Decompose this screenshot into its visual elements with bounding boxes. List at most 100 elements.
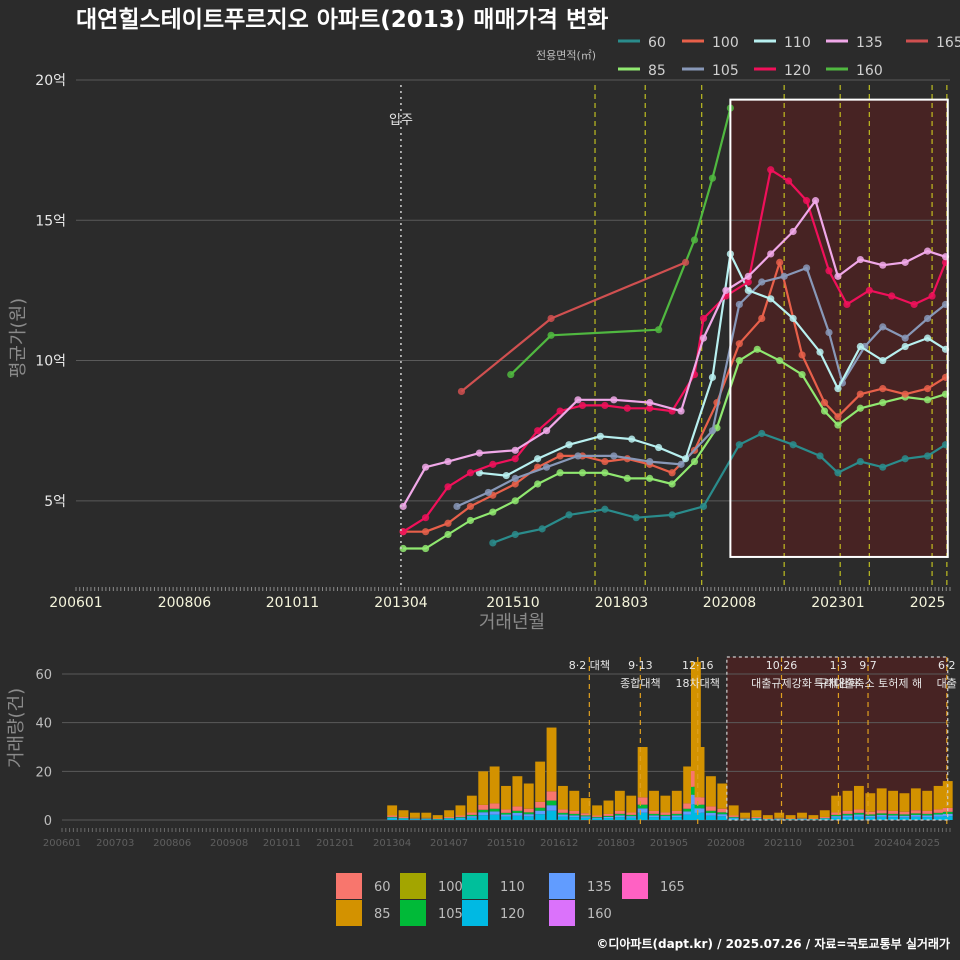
volume-shade-rect: [726, 657, 948, 820]
data-point-120: [744, 278, 752, 286]
volume-bar-120: [899, 817, 910, 820]
data-point-135: [543, 427, 551, 435]
volume-bar-135: [865, 815, 876, 818]
volume-x-tick: 202008: [707, 838, 745, 849]
volume-bar-85: [501, 785, 511, 810]
data-point-160: [547, 331, 555, 339]
data-point-100: [511, 480, 519, 488]
volume-bar-135: [512, 812, 523, 816]
data-point-135: [901, 258, 909, 266]
data-point-110: [879, 356, 887, 365]
volume-bar-120: [649, 817, 659, 820]
volume-bar-85: [637, 747, 648, 798]
policy-sublabel: 종합대책: [620, 677, 660, 690]
x-tick-label: 201803: [595, 595, 648, 611]
data-point-100: [901, 390, 909, 398]
data-point-100: [758, 314, 766, 323]
volume-bar-105: [557, 812, 568, 815]
data-point-120: [489, 460, 497, 468]
volume-bar-60: [876, 810, 887, 814]
series-line-60: [492, 432, 947, 544]
data-point-105: [484, 488, 492, 497]
legend-label-85: 85: [648, 63, 666, 79]
volume-y-axis-title: 거래량(건): [6, 688, 27, 768]
volume-bar-60: [546, 791, 557, 801]
legend-label-135: 135: [856, 35, 883, 51]
volume-bar-60: [592, 815, 603, 817]
policy-label: 6·2: [938, 659, 956, 672]
volume-bar-85: [762, 815, 773, 819]
volume-bar-105: [842, 813, 853, 816]
volume-bar-120: [580, 817, 591, 820]
volume-bar-120: [888, 817, 899, 820]
data-point-60: [565, 511, 573, 519]
bottom-legend-key-85: [336, 900, 362, 926]
x-tick-label: 202301: [811, 595, 864, 611]
volume-bar-60: [523, 808, 534, 813]
volume-bar-85: [557, 785, 568, 810]
volume-bar-60: [865, 811, 876, 815]
volume-bar-105: [910, 813, 921, 815]
volume-bar-85: [942, 781, 953, 808]
bottom-legend-key-60: [336, 873, 362, 899]
volume-bar-120: [933, 816, 944, 820]
volume-bar-135: [853, 814, 864, 817]
data-point-60: [489, 539, 497, 547]
data-point-135: [475, 449, 483, 457]
volume-bar-135: [649, 815, 659, 818]
data-point-105: [780, 272, 788, 280]
data-point-110: [744, 286, 752, 295]
data-point-165: [547, 314, 555, 323]
volume-bar-105: [478, 809, 489, 813]
legend-label-160: 160: [856, 63, 883, 79]
data-point-85: [556, 469, 564, 477]
volume-bar-85: [444, 810, 455, 817]
volume-bar-85: [592, 805, 603, 816]
bottom-legend-label-100: 100: [438, 880, 463, 895]
data-point-60: [511, 530, 519, 539]
volume-bar-85: [808, 815, 819, 819]
volume-bar-120: [489, 814, 500, 820]
data-point-105: [758, 278, 766, 286]
volume-bar-85: [694, 747, 705, 798]
volume-bar-135: [728, 817, 739, 819]
volume-bar-120: [569, 817, 580, 820]
volume-bar-120: [683, 814, 694, 820]
volume-bar-85: [614, 790, 625, 811]
x-tick-label: 201510: [486, 595, 539, 611]
highlight-box: [729, 98, 949, 558]
legend-label-120: 120: [784, 63, 811, 79]
volume-bar-60: [580, 813, 591, 816]
volume-bar-105: [865, 814, 876, 816]
data-point-135: [399, 502, 407, 511]
volume-x-tick: 2025: [915, 838, 940, 849]
volume-bar-60: [831, 812, 842, 815]
policy-label: 10·26: [766, 659, 798, 672]
volume-bar-85: [455, 805, 466, 816]
policy-label: 9·13: [628, 659, 653, 672]
volume-x-tick: 200908: [210, 838, 248, 849]
volume-bar-135: [466, 816, 477, 818]
policy-sublabel: 특례대출축소 토허제 해: [814, 676, 922, 690]
volume-bar-135: [557, 814, 568, 817]
data-point-110: [816, 348, 824, 356]
volume-bar-60: [398, 816, 409, 818]
volume-bar-135: [842, 815, 853, 818]
volume-bar-135: [876, 814, 887, 817]
x-tick-label: 2025: [910, 595, 946, 611]
volume-bar-85: [876, 788, 887, 811]
volume-bar-120: [694, 812, 705, 820]
volume-bar-120: [387, 818, 398, 820]
volume-bar-120: [942, 816, 953, 820]
data-point-60: [668, 511, 676, 519]
volume-bar-85: [740, 812, 751, 818]
data-point-135: [811, 197, 820, 205]
volume-bar-85: [774, 812, 785, 818]
volume-x-tick: 200806: [153, 838, 191, 849]
data-point-85: [578, 469, 587, 477]
volume-bar-85: [671, 790, 682, 811]
volume-bar-120: [398, 819, 409, 820]
data-point-165: [681, 258, 690, 266]
data-point-85: [601, 469, 609, 477]
volume-bar-60: [671, 810, 682, 814]
